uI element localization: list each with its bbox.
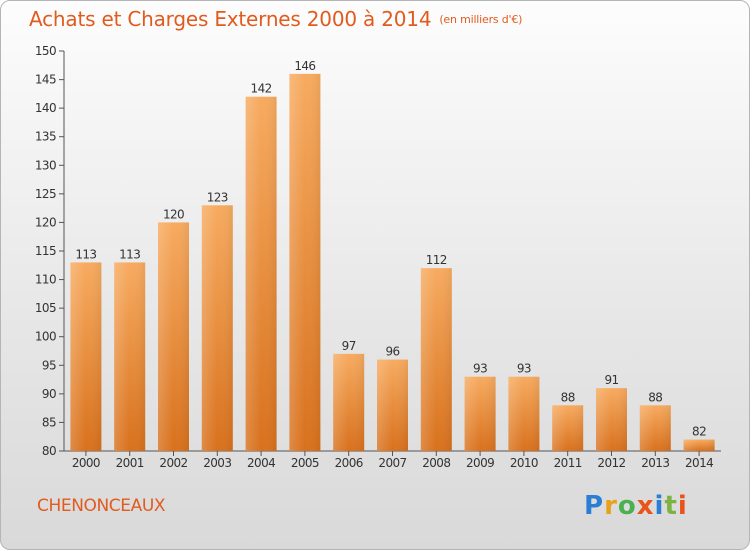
bar-shine [158,222,189,451]
x-tick-label: 2004 [247,456,275,470]
data-label: 82 [692,425,706,439]
data-labels: 113 113 120 123 142 146 97 96 112 93 93 88 91 88 82 [75,59,706,439]
logo-letter: o [617,491,637,521]
x-tick-label: 2010 [510,456,538,470]
logo-letter: r [604,491,618,521]
bars [70,73,715,451]
logo-letter: x [636,491,655,521]
chart-unit: (en milliers d'€) [439,13,523,26]
y-tick-label: 130 [35,158,56,172]
bar-shine [552,405,584,451]
x-tick-label: 2006 [335,456,363,470]
chart-title-text: Achats et Charges Externes 2000 à 2014 [29,7,432,31]
data-label: 88 [648,390,662,404]
data-label: 93 [517,362,531,376]
y-axis: 80 85 90 95 100 105 110 115 120 125 130 135 140 145 15… [35,44,65,458]
bar-shine [289,73,321,451]
y-tick-label: 145 [35,73,56,87]
x-axis: 2000 2001 2002 2003 2004 2005 2006 2007 2008 2009… [64,450,721,470]
y-tick-label: 95 [42,358,56,372]
bar-shine [201,205,233,451]
x-tick-label: 2008 [422,456,450,470]
data-label: 96 [385,345,399,359]
data-label: 120 [163,207,184,221]
bar-shine [683,439,715,451]
data-label: 93 [473,362,487,376]
y-tick-label: 150 [35,44,56,58]
y-tick-label: 135 [35,130,56,144]
y-tick-label: 115 [35,244,56,258]
bar-shine [333,353,365,451]
y-tick-label: 80 [42,444,56,458]
proxiti-logo: Proxiti [584,491,688,521]
logo-letter: t [664,491,678,521]
x-tick-label: 2002 [159,456,187,470]
logo-letter: i [654,491,665,521]
bar-shine [70,262,102,451]
town-name: CHENONCEAUX [37,496,166,516]
data-label: 112 [426,253,447,267]
bar-shine [639,405,671,451]
data-label: 97 [342,339,356,353]
x-tick-label: 2013 [641,456,669,470]
x-tick-label: 2014 [685,456,713,470]
y-tick-label: 140 [35,101,56,115]
y-tick-label: 85 [42,415,56,429]
logo-letter: i [677,491,688,521]
bar-shine [420,268,452,451]
x-tick-label: 2005 [291,456,319,470]
y-tick-label: 110 [35,273,56,287]
y-tick-label: 90 [42,387,56,401]
x-tick-label: 2012 [597,456,625,470]
x-tick-label: 2003 [203,456,231,470]
data-label: 88 [561,390,575,404]
data-label: 142 [251,82,272,96]
data-label: 123 [207,190,228,204]
data-label: 91 [604,373,618,387]
x-tick-label: 2000 [72,456,100,470]
chart-title: Achats et Charges Externes 2000 à 2014 (e… [29,7,522,31]
y-tick-label: 125 [35,187,56,201]
data-label: 113 [119,247,140,261]
logo-letter: P [584,491,605,521]
bar-shine [114,262,146,451]
x-tick-label: 2001 [116,456,144,470]
bar-shine [245,96,277,451]
bar-shine [596,388,627,451]
x-tick-label: 2009 [466,456,494,470]
y-tick-label: 105 [35,301,56,315]
y-tick-label: 100 [35,330,56,344]
bar-shine [508,376,540,451]
bar-shine [377,359,408,451]
x-tick-label: 2011 [554,456,582,470]
x-tick-label: 2007 [378,456,406,470]
data-label: 146 [294,59,315,73]
data-label: 113 [75,247,96,261]
y-tick-label: 120 [35,215,56,229]
bar-shine [464,376,496,451]
